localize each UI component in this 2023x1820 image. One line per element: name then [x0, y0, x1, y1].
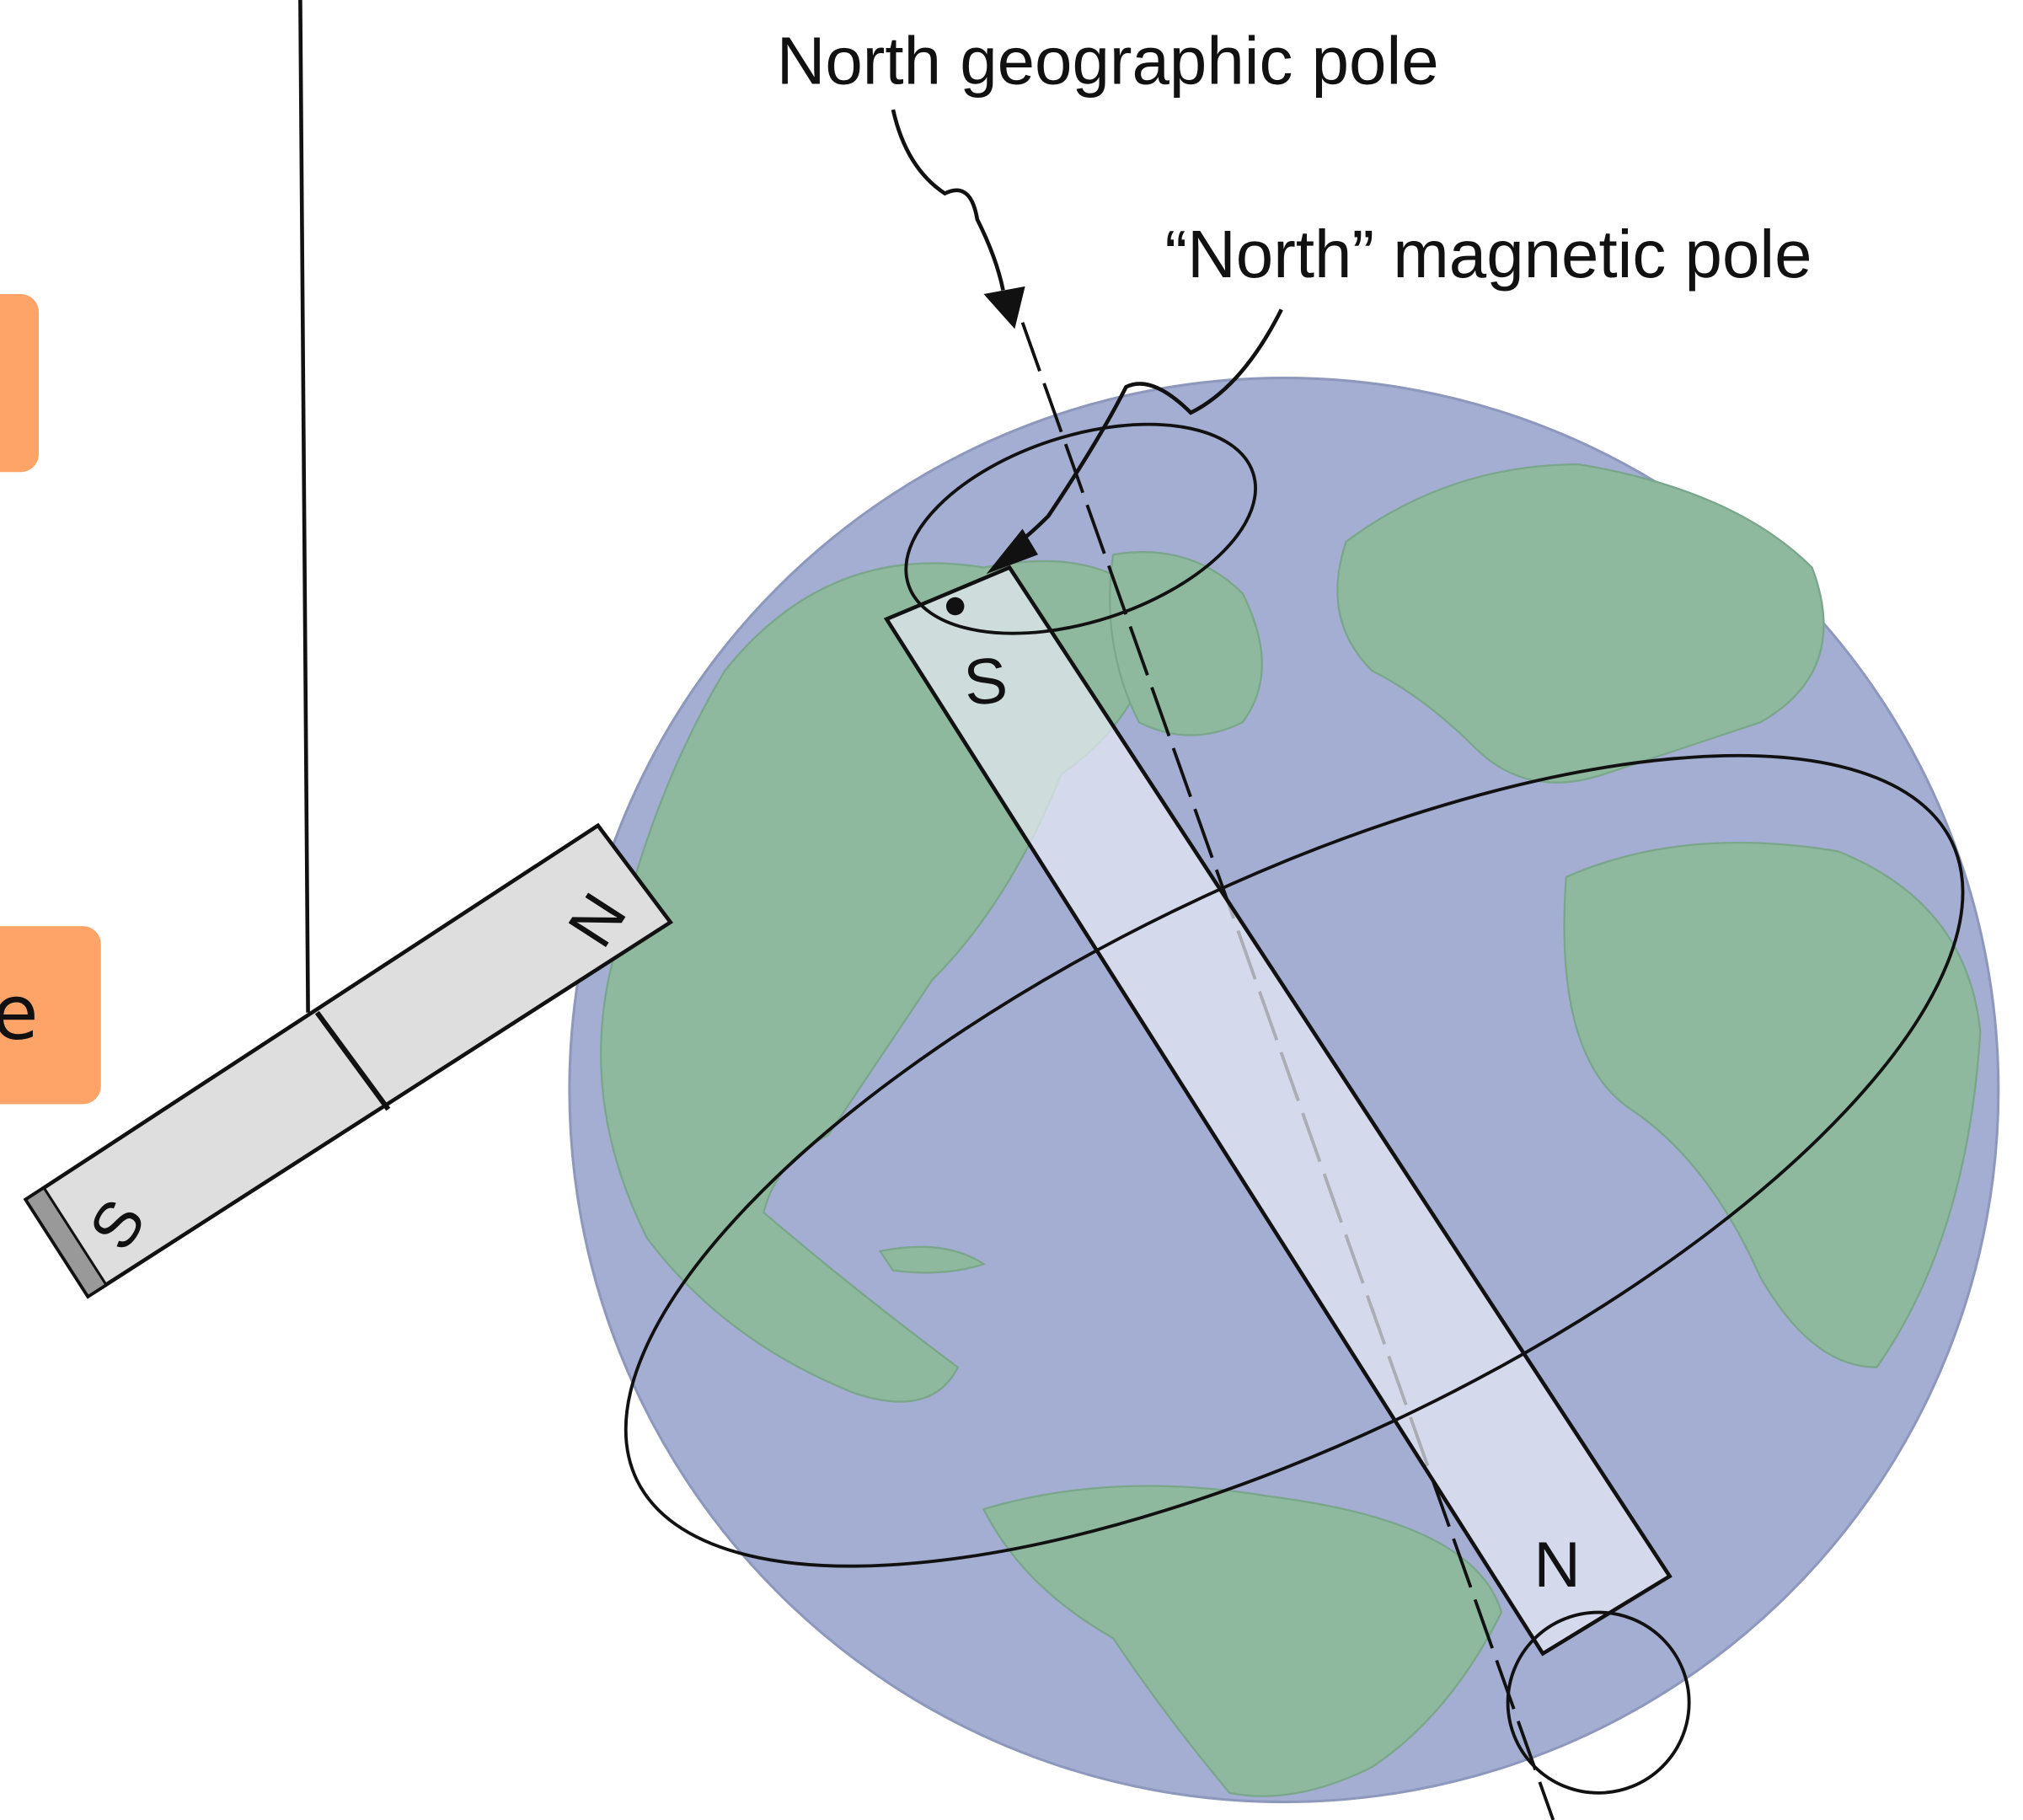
- arrow: [1009, 308, 1283, 550]
- equator: [623, 753, 1965, 1568]
- earth-s-label: S: [961, 645, 1010, 720]
- arrowhead: [986, 528, 1038, 575]
- string: [298, 0, 310, 1013]
- geographic-pole-label: North geographic pole: [777, 24, 1439, 99]
- cutoff-text: e: [0, 968, 39, 1056]
- cutoff-box: [0, 926, 101, 1105]
- magnetic-pole-label: “North” magnetic pole: [1165, 217, 1812, 292]
- magnetic-pole-dot: [945, 597, 965, 616]
- earth-n-label: N: [1533, 1529, 1580, 1601]
- arctic-circle: [904, 422, 1257, 635]
- magnet-end: [24, 1186, 109, 1298]
- antarctic-circle: [1506, 1610, 1691, 1795]
- arrowhead: [983, 286, 1025, 329]
- magnet-divider: [314, 1010, 391, 1111]
- cutoff-box: [0, 294, 40, 473]
- arrow: [891, 109, 1005, 291]
